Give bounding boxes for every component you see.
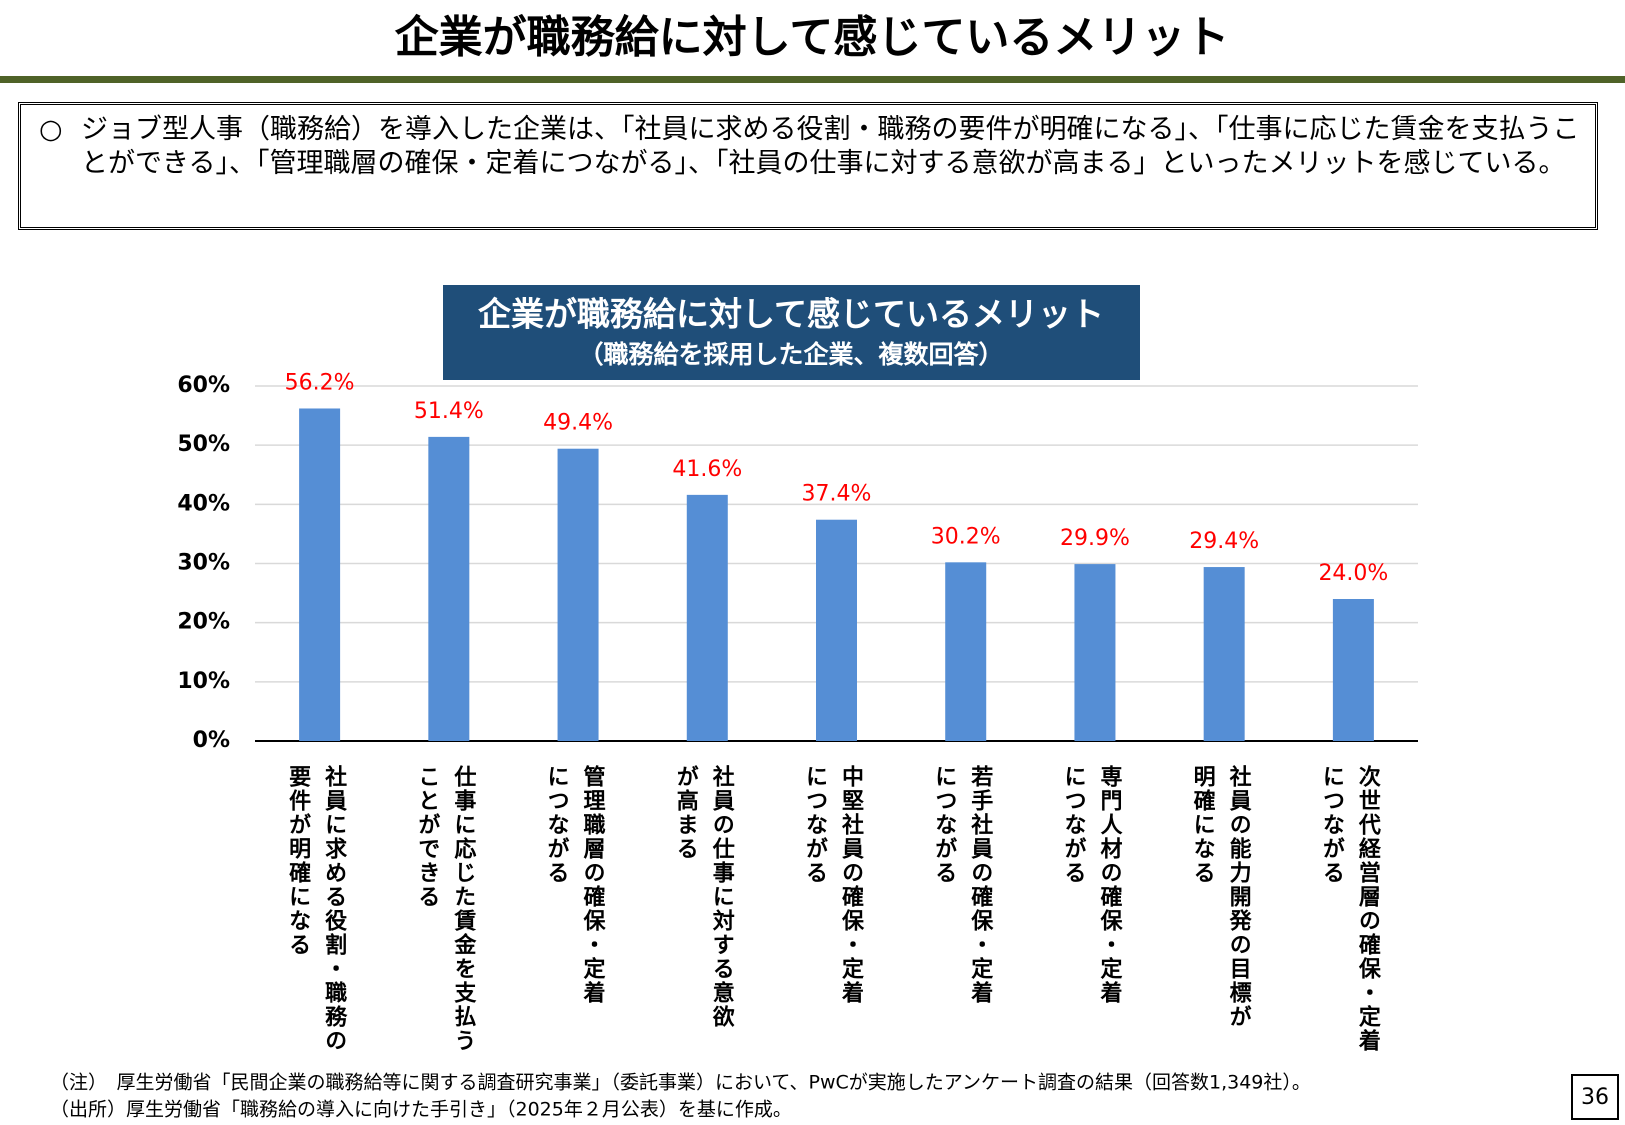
- x-tick-label: ことができる: [414, 765, 439, 909]
- x-tick-label: につながる: [1319, 765, 1344, 885]
- x-tick-label: につながる: [544, 765, 569, 885]
- x-tick-label: が高まる: [673, 764, 699, 861]
- y-tick-label: 30%: [177, 551, 230, 576]
- y-tick-label: 0%: [193, 728, 230, 753]
- x-tick-label: 社員の能力開発の目標が: [1226, 764, 1253, 1029]
- bar: [1074, 564, 1116, 741]
- x-tick-label: 次世代経営層の確保・定着: [1355, 764, 1382, 1053]
- bar: [816, 519, 857, 741]
- chart-title-box: [443, 285, 1140, 380]
- page-number: 36: [1581, 1085, 1609, 1110]
- x-tick-label: につながる: [802, 765, 827, 885]
- value-label: 49.4%: [543, 411, 613, 436]
- page-title: 企業が職務給に対して感じているメリット: [395, 12, 1230, 63]
- x-tick-label: 明確になる: [1190, 765, 1216, 885]
- bullet: ○: [39, 114, 63, 145]
- bar: [686, 494, 728, 741]
- summary-text: ジョブ型人事（職務給）を導入した企業は、「社員に求める役割・職務の要件が明確にな…: [81, 114, 1580, 179]
- bar: [1203, 567, 1245, 741]
- value-label: 24.0%: [1318, 561, 1388, 586]
- y-tick-label: 10%: [177, 669, 230, 694]
- value-label: 30.2%: [931, 524, 1001, 549]
- value-label: 41.6%: [672, 457, 742, 482]
- bar: [299, 408, 341, 741]
- x-tick-label: 中堅社員の確保・定着: [838, 765, 865, 1005]
- value-label: 29.9%: [1060, 526, 1130, 551]
- x-tick-label: につながる: [1060, 765, 1085, 885]
- bar: [1332, 599, 1374, 741]
- y-tick-label: 20%: [177, 610, 230, 635]
- value-label: 37.4%: [802, 482, 872, 507]
- x-tick-label: 若手社員の確保・定着: [967, 764, 994, 1005]
- y-tick-label: 50%: [177, 432, 230, 457]
- x-tick-label: 社員の仕事に対する意欲: [709, 764, 736, 1029]
- value-label: 29.4%: [1189, 529, 1259, 554]
- value-label: 51.4%: [414, 399, 484, 424]
- source: （出所）厚生労働省「職務給の導入に向けた手引き」（2025年２月公表）を基に作成…: [50, 1099, 792, 1121]
- x-tick-label: 専門人材の確保・定着: [1096, 765, 1123, 1005]
- x-tick-label: 要件が明確になる: [285, 765, 311, 957]
- x-tick-label: 管理職層の確保・定着: [580, 764, 607, 1005]
- note: （注） 厚生労働省「民間企業の職務給等に関する調査研究事業」（委託事業）において…: [50, 1072, 1311, 1094]
- y-tick-label: 60%: [177, 373, 230, 398]
- y-tick-label: 40%: [177, 491, 230, 516]
- bar: [428, 436, 470, 741]
- bar: [557, 448, 599, 741]
- x-tick-label: 社員に求める役割・職務の: [321, 764, 348, 1053]
- value-label: 56.2%: [285, 370, 355, 395]
- page-number-box: [1571, 1074, 1619, 1120]
- chart-title: 企業が職務給に対して感じているメリット: [478, 295, 1104, 334]
- bar: [945, 562, 987, 741]
- x-tick-label: 仕事に応じた賃金を支払う: [450, 765, 477, 1053]
- title-rule: [0, 76, 1625, 83]
- x-tick-label: につながる: [931, 765, 956, 885]
- summary-box: ○ ジョブ型人事（職務給）を導入した企業は、「社員に求める役割・職務の要件が明確に…: [18, 102, 1598, 230]
- chart-subtitle: （職務給を採用した企業、複数回答）: [578, 340, 1003, 369]
